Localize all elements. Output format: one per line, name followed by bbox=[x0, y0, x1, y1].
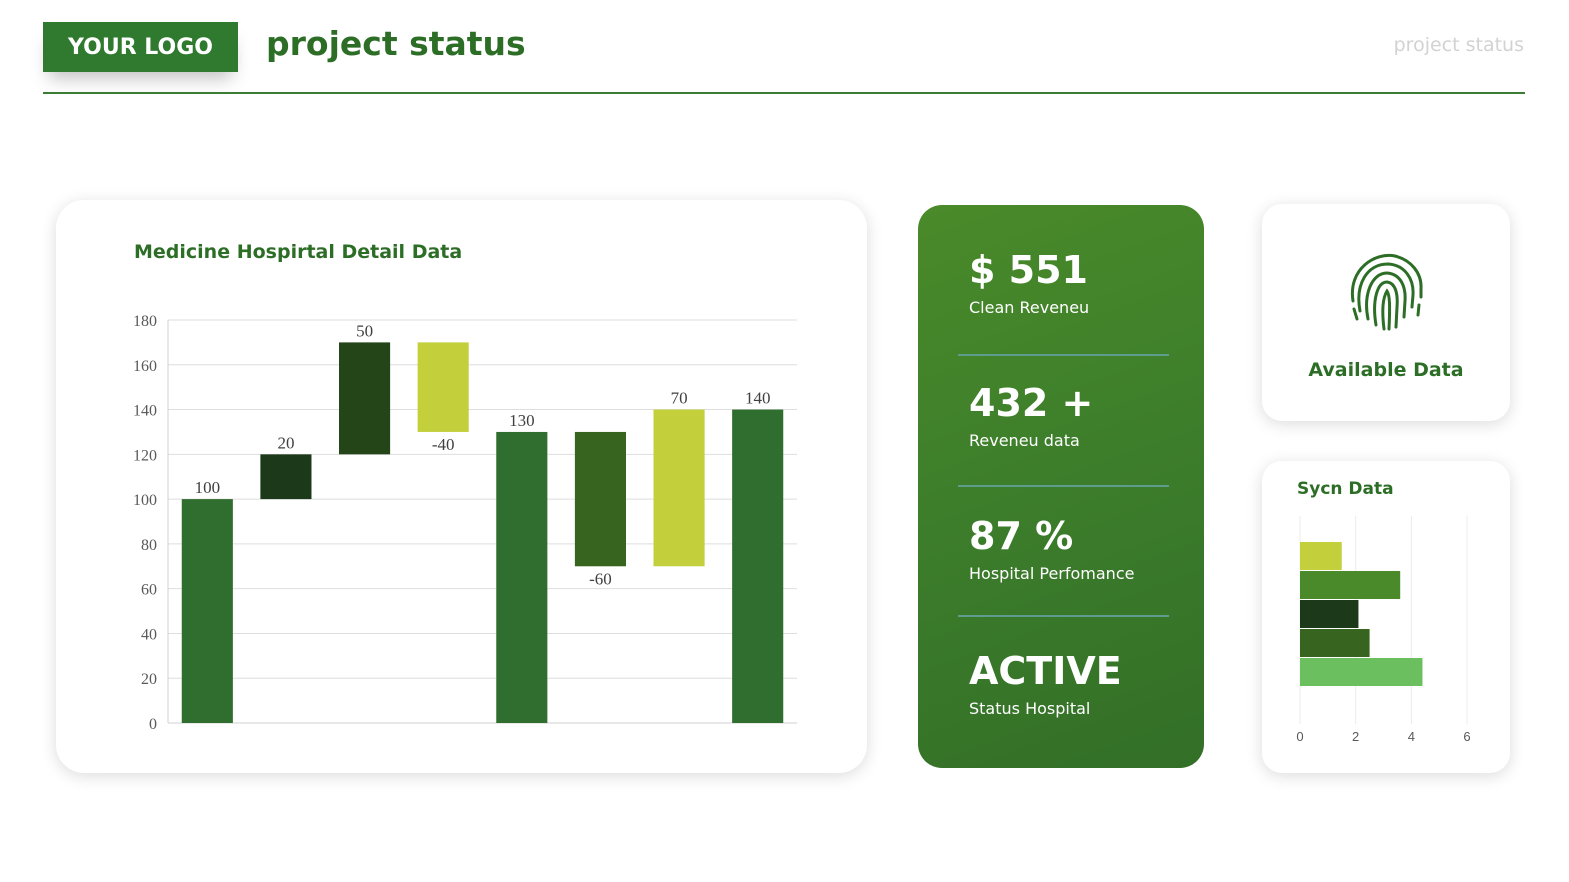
waterfall-bar bbox=[496, 431, 548, 723]
stat-label: Status Hospital bbox=[969, 699, 1091, 718]
y-tick-label: 180 bbox=[133, 313, 157, 330]
stat-value: $ 551 bbox=[969, 248, 1088, 292]
stat-divider bbox=[958, 485, 1169, 487]
stat-value: 432 + bbox=[969, 381, 1094, 425]
fingerprint-icon bbox=[1350, 253, 1423, 331]
sync-data-card: Sycn Data 0 2 4 6 bbox=[1262, 461, 1510, 773]
stat-divider bbox=[958, 354, 1169, 356]
waterfall-bar bbox=[339, 342, 391, 455]
sync-bar bbox=[1300, 629, 1370, 657]
stat-clean-revenue: $ 551 Clean Reveneu bbox=[969, 251, 1089, 317]
sync-bar bbox=[1300, 600, 1359, 628]
corner-title: project status bbox=[1393, 34, 1524, 56]
chart-title: Medicine Hospirtal Detail Data bbox=[134, 241, 463, 263]
waterfall-bar bbox=[732, 409, 784, 723]
stat-label: Reveneu data bbox=[969, 431, 1080, 450]
bar-value-label: 130 bbox=[509, 411, 535, 430]
stat-status-hospital: ACTIVE Status Hospital bbox=[969, 652, 1122, 718]
y-tick-label: 140 bbox=[133, 403, 157, 420]
stats-card: $ 551 Clean Reveneu 432 + Reveneu data 8… bbox=[918, 205, 1204, 768]
bar-value-label: 20 bbox=[277, 433, 294, 452]
waterfall-bar bbox=[574, 431, 626, 567]
sync-bar bbox=[1300, 542, 1342, 570]
y-tick-label: 0 bbox=[149, 716, 157, 733]
y-tick-label: 80 bbox=[141, 537, 157, 554]
waterfall-chart-card: Medicine Hospirtal Detail Data 0 20 40 60 80… bbox=[56, 200, 867, 773]
y-tick-label: 20 bbox=[141, 671, 157, 688]
bar-value-label: 140 bbox=[745, 389, 771, 408]
bar-value-label: 70 bbox=[671, 389, 688, 408]
bar-value-label: 100 bbox=[195, 478, 221, 497]
stat-revenue-data: 432 + Reveneu data bbox=[969, 384, 1093, 450]
stat-label: Clean Reveneu bbox=[969, 298, 1090, 317]
stat-value: 87 % bbox=[969, 514, 1074, 558]
page-title: project status bbox=[266, 24, 526, 63]
stat-divider bbox=[958, 615, 1169, 617]
x-tick-label: 6 bbox=[1463, 729, 1470, 744]
sync-bar bbox=[1300, 571, 1401, 599]
sync-bar bbox=[1300, 658, 1423, 686]
x-tick-label: 2 bbox=[1352, 729, 1359, 744]
sync-chart-title: Sycn Data bbox=[1297, 479, 1394, 499]
bar-value-label: -40 bbox=[432, 435, 455, 454]
y-tick-label: 100 bbox=[133, 492, 157, 509]
waterfall-chart: 0 20 40 60 80 100 120 140 160 180 100 20 50 -40 130 -60… bbox=[133, 313, 797, 733]
sync-bar-chart: 0 2 4 6 bbox=[1296, 516, 1471, 744]
y-tick-label: 40 bbox=[141, 626, 157, 643]
logo: YOUR LOGO bbox=[43, 22, 238, 72]
y-tick-label: 60 bbox=[141, 582, 157, 599]
stat-value: ACTIVE bbox=[969, 649, 1122, 693]
y-tick-label: 160 bbox=[133, 358, 157, 375]
waterfall-bar bbox=[181, 499, 233, 723]
header-divider bbox=[43, 92, 1525, 94]
x-tick-label: 4 bbox=[1408, 729, 1415, 744]
stat-label: Hospital Perfomance bbox=[969, 564, 1135, 583]
waterfall-bar bbox=[653, 409, 705, 567]
stat-hospital-performance: 87 % Hospital Perfomance bbox=[969, 517, 1134, 583]
waterfall-bar bbox=[260, 454, 312, 500]
bar-value-label: 50 bbox=[356, 321, 373, 340]
x-tick-label: 0 bbox=[1296, 729, 1303, 744]
waterfall-bar bbox=[417, 342, 469, 432]
available-data-card: Available Data bbox=[1262, 204, 1510, 421]
available-data-label: Available Data bbox=[1308, 359, 1464, 381]
bar-value-label: -60 bbox=[589, 569, 612, 588]
y-tick-label: 120 bbox=[133, 447, 157, 464]
